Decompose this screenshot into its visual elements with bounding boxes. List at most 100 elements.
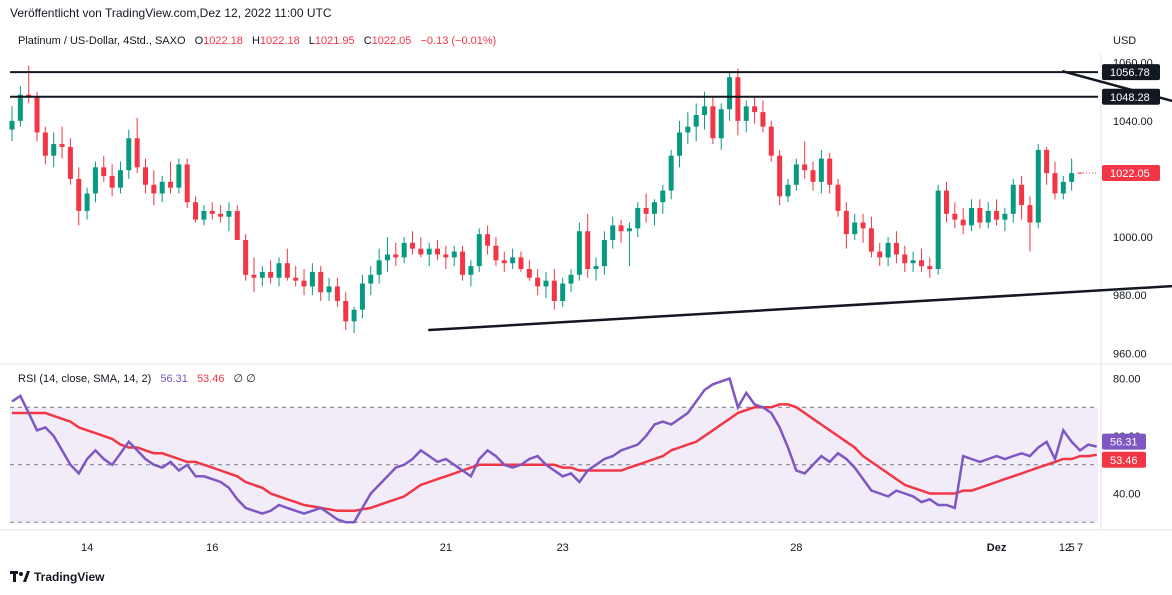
price-tick-label: 1040.00 <box>1113 116 1153 128</box>
candle-body <box>101 167 107 177</box>
candle-body <box>126 138 132 171</box>
candle-body <box>543 280 549 287</box>
candle-body <box>276 263 282 278</box>
rsi-label[interactable]: RSI (14, close, SMA, 14, 2) <box>18 373 152 385</box>
currency-label: USD <box>1113 35 1136 47</box>
candle-body <box>743 106 749 121</box>
candle-body <box>960 219 966 226</box>
rsi-tick-label: 80.00 <box>1113 374 1141 386</box>
candle-body <box>493 245 499 261</box>
candle-body <box>268 271 274 278</box>
candle-body <box>259 271 265 278</box>
candle-body <box>218 213 224 217</box>
rsi-line <box>11 376 1097 524</box>
candle-body <box>1044 149 1050 174</box>
candle-body <box>918 260 924 267</box>
candle-body <box>877 251 883 258</box>
candle-body <box>42 132 48 156</box>
candle-body <box>17 94 23 121</box>
candle-body <box>885 242 891 258</box>
candle-body <box>51 144 57 156</box>
symbol-label[interactable]: Platinum / US-Dollar, 4Std., SAXO <box>18 35 186 47</box>
candle-body <box>384 254 390 261</box>
tradingview-logo[interactable]: TradingView <box>10 570 104 584</box>
rsi-badge <box>1102 451 1146 468</box>
candle-body <box>668 155 674 191</box>
high-label: H <box>251 35 260 47</box>
candle-body <box>201 210 207 220</box>
candle-body <box>426 248 432 255</box>
low-label: L <box>308 35 315 47</box>
rsi-hidden-icons[interactable]: ∅ ∅ <box>233 373 256 385</box>
candle-body <box>143 167 148 185</box>
close-value: 1022.05 <box>371 35 412 47</box>
rsi-badge <box>1102 433 1146 450</box>
candle-body <box>518 257 524 270</box>
candle-body <box>318 271 324 293</box>
price-badge <box>1102 88 1160 105</box>
candle-body <box>1027 205 1033 223</box>
candle-body <box>109 176 115 188</box>
candle-body <box>802 164 808 171</box>
candle-body <box>718 109 724 139</box>
open-label: O <box>194 35 204 47</box>
candle-body <box>785 184 791 197</box>
candle-body <box>643 208 649 214</box>
brand-label: TradingView <box>34 570 105 584</box>
candle-body <box>1002 213 1008 220</box>
price-badge-label: 1048.28 <box>1110 92 1150 104</box>
candle-body <box>193 202 199 220</box>
candle-body <box>117 170 123 188</box>
candle-body <box>535 277 541 287</box>
candle-body <box>835 184 841 211</box>
candle-body <box>168 181 174 188</box>
candle-body <box>752 106 758 113</box>
price-badge-label: 1022.05 <box>1110 168 1150 180</box>
rsi-sma-value: 53.46 <box>196 373 225 385</box>
candle-body <box>76 178 82 211</box>
candle-body <box>944 190 949 214</box>
candle-body <box>351 309 357 322</box>
candle-body <box>952 213 958 220</box>
candle-body <box>468 266 474 275</box>
candle-body <box>677 132 682 156</box>
ohlc-legend: Platinum / US-Dollar, 4Std., SAXO O 1022.… <box>18 35 496 47</box>
candle-body <box>618 225 624 232</box>
trendline <box>427 284 1172 332</box>
candle-body <box>526 269 532 278</box>
candle-body <box>626 228 632 232</box>
candle-body <box>9 120 15 130</box>
candle-body <box>151 184 157 194</box>
trendline <box>1062 70 1172 103</box>
candle-body <box>651 202 657 214</box>
candle-body <box>902 254 908 264</box>
candle-body <box>551 280 557 301</box>
candle-body <box>359 283 365 310</box>
published-note: Veröffentlicht von TradingView.com,Dez 1… <box>10 6 332 20</box>
candle-body <box>793 164 799 185</box>
candle-body <box>401 242 407 258</box>
candle-body <box>293 277 299 281</box>
rsi-legend: RSI (14, close, SMA, 14, 2) 56.31 53.46 … <box>18 372 256 385</box>
candle-body <box>1019 184 1025 206</box>
rsi-value: 56.31 <box>160 373 188 385</box>
candle-body <box>92 167 98 194</box>
candle-body <box>843 210 849 235</box>
candle-body <box>376 260 382 275</box>
candle-body <box>209 210 215 214</box>
candle-body <box>1052 173 1058 194</box>
time-tick-label: 21 <box>440 542 452 554</box>
candle-body <box>326 286 332 293</box>
candle-body <box>810 170 816 182</box>
candle-body <box>710 106 716 139</box>
candle-body <box>476 234 482 267</box>
candle-body <box>301 280 307 287</box>
candle-body <box>84 193 90 211</box>
time-tick-label: 12 <box>1059 542 1071 554</box>
candle-body <box>685 126 691 133</box>
candle-body <box>735 77 741 121</box>
candle-body <box>568 274 574 284</box>
candle-body <box>1060 181 1066 194</box>
